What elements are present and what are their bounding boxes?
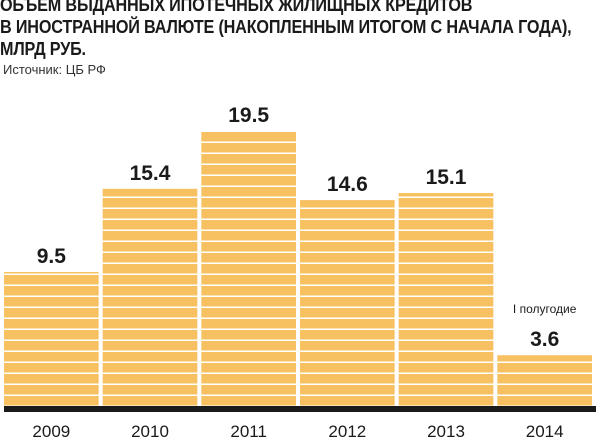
- tick-label-2013: 2013: [427, 422, 465, 441]
- value-label-2010: 15.4: [130, 162, 171, 185]
- bar-2012: [300, 200, 395, 406]
- x-axis: 2009 2010 2011 2012 2013 2014: [4, 406, 596, 441]
- bar-2014: [497, 355, 592, 406]
- tick-label-2012: 2012: [328, 422, 366, 441]
- tick-label-2010: 2010: [131, 422, 169, 441]
- value-label-2013: 15.1: [426, 166, 467, 189]
- chart-title-line-2: В ИНОСТРАННОЙ ВАЛЮТЕ (НАКОПЛЕННЫМ ИТОГОМ…: [0, 17, 572, 37]
- chart-title: ОБЪЕМ ВЫДАННЫХ ИПОТЕЧНЫХ ЖИЛИЩНЫХ КРЕДИТ…: [0, 0, 572, 60]
- bar-2011: [201, 131, 296, 406]
- tick-label-2011: 2011: [230, 422, 267, 441]
- value-label-2011: 19.5: [228, 104, 269, 127]
- value-label-2012: 14.6: [327, 173, 368, 196]
- bar-2010: [102, 188, 198, 406]
- chart-title-line-1: ОБЪЕМ ВЫДАННЫХ ИПОТЕЧНЫХ ЖИЛИЩНЫХ КРЕДИТ…: [0, 0, 473, 15]
- tick-label-2014: 2014: [526, 422, 564, 441]
- tick-label-2009: 2009: [32, 422, 70, 441]
- bars: [4, 131, 592, 406]
- x-axis-baseline: [4, 406, 596, 412]
- value-label-2009: 9.5: [37, 245, 67, 268]
- source-note: Источник: ЦБ РФ: [3, 62, 106, 77]
- value-labels: 9.5 15.4 19.5 14.6 15.1 3.6 I полугодие: [37, 104, 577, 351]
- value-label-2014: 3.6: [530, 328, 559, 351]
- bar-2009: [4, 272, 99, 406]
- annotation-2014: I полугодие: [513, 302, 577, 316]
- bar-2013: [398, 193, 494, 406]
- chart-title-line-3: МЛРД РУБ.: [0, 39, 86, 59]
